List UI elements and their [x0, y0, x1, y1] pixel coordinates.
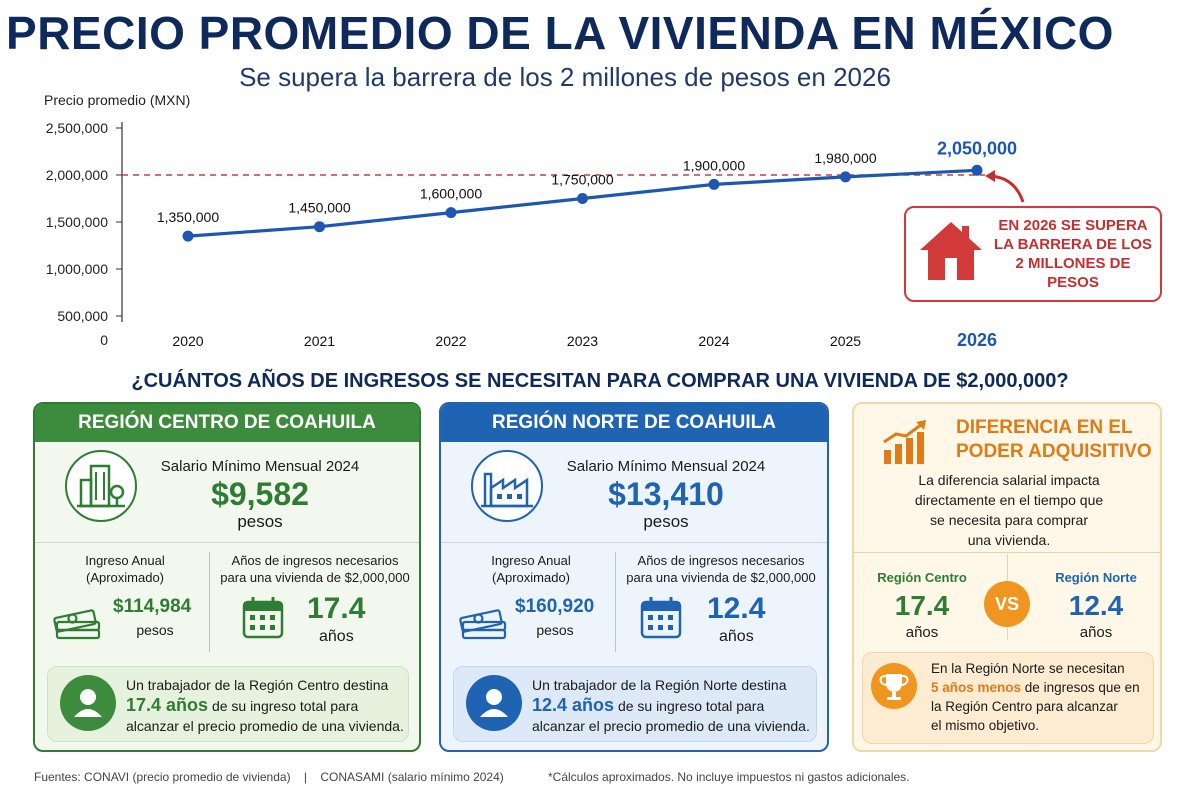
x-tick-label: 2021	[304, 333, 335, 349]
right-label: Región Norte	[1055, 570, 1137, 585]
section-question: ¿CUÁNTOS AÑOS DE INGRESOS SE NECESITAN P…	[131, 370, 1069, 392]
vertical-divider	[209, 552, 210, 652]
callout-arrow	[985, 170, 1025, 203]
calendar-icon	[242, 597, 284, 639]
footer-disclaimer: *Cálculos aproximados. No incluye impues…	[548, 770, 910, 784]
salary-value: $9,582	[211, 476, 309, 512]
left-label: Región Centro	[877, 570, 967, 585]
data-point	[971, 164, 983, 176]
x-tick-label: 2022	[435, 333, 466, 349]
right-value: 12.4	[1068, 590, 1124, 621]
x-tick-label: 2023	[567, 333, 598, 349]
salary-label: Salario Mínimo Mensual 2024	[160, 458, 360, 475]
salary-value: $13,410	[608, 476, 724, 512]
data-point	[577, 193, 588, 204]
annual-value: $160,920	[515, 596, 595, 617]
money-stack-icon	[459, 609, 507, 640]
years-unit: años	[719, 628, 754, 645]
money-stack-icon	[53, 609, 101, 640]
vertical-divider	[615, 552, 616, 652]
divider	[441, 542, 827, 543]
data-label: 2,050,000	[937, 138, 1017, 158]
region-norte-card: REGIÓN NORTE DE COAHUILA Salario Mínimo …	[439, 402, 829, 752]
difference-title: DIFERENCIA EN EL PODER ADQUISITIVO	[956, 417, 1152, 462]
data-label: 1,750,000	[551, 172, 613, 188]
divider	[35, 542, 419, 543]
data-point	[840, 171, 851, 183]
data-point	[445, 207, 457, 219]
user-icon	[60, 675, 116, 731]
years-value: 12.4	[707, 592, 766, 625]
difference-card: DIFERENCIA EN EL PODER ADQUISITIVO La dif…	[852, 402, 1162, 752]
salary-unit: pesos	[643, 512, 689, 531]
annual-unit: pesos	[536, 622, 574, 638]
data-label: 1,900,000	[683, 157, 745, 173]
growth-chart-icon	[883, 420, 926, 464]
note-text: En la Región Norte se necesitan 5 años m…	[931, 661, 1140, 733]
y-tick-label: 1,000,000	[46, 261, 108, 277]
trophy-icon	[871, 663, 917, 709]
data-label: 1,600,000	[420, 186, 482, 202]
annual-label: Ingreso Anual (Aproximado)	[491, 553, 571, 585]
right-unit: años	[1079, 624, 1113, 641]
page-title: PRECIO PROMEDIO DE LA VIVIENDA EN MÉXICO	[6, 7, 1114, 59]
difference-text: La diferencia salarial impacta directamen…	[914, 472, 1104, 548]
x-tick-label: 2025	[830, 333, 861, 349]
price-line-chart: Precio promedio (MXN) 2,500,000 2,000,000 1…	[44, 92, 1017, 350]
region-centro-note: Un trabajador de la Región Centro destin…	[47, 666, 409, 742]
note-text: Un trabajador de la Región Centro destin…	[126, 677, 404, 734]
y-axis-title: Precio promedio (MXN)	[44, 92, 190, 108]
y-tick-label: 2,000,000	[46, 167, 108, 183]
years-value: 17.4	[307, 592, 366, 625]
difference-note: En la Región Norte se necesitan 5 años m…	[862, 652, 1154, 744]
data-point	[314, 221, 325, 233]
y-tick-label: 0	[100, 332, 108, 348]
region-centro-title: REGIÓN CENTRO DE COAHUILA	[35, 404, 419, 442]
x-tick-label: 2024	[698, 333, 729, 349]
callout-box: EN 2026 SE SUPERA LA BARRERA DE LOS 2 MI…	[904, 206, 1162, 302]
left-value: 17.4	[894, 590, 950, 621]
note-text: Un trabajador de la Región Norte destina…	[532, 677, 810, 734]
region-norte-title: REGIÓN NORTE DE COAHUILA	[441, 404, 827, 442]
salary-unit: pesos	[237, 512, 283, 531]
page-subtitle: Se supera la barrera de los 2 millones d…	[239, 62, 891, 92]
calendar-icon	[640, 597, 682, 639]
region-norte-note: Un trabajador de la Región Norte destina…	[453, 666, 817, 742]
annual-label: Ingreso Anual (Aproximado)	[85, 553, 165, 585]
data-point	[708, 178, 720, 190]
user-icon	[466, 675, 522, 731]
data-label: 1,350,000	[157, 209, 219, 225]
years-label: Años de ingresos necesarios para una vivi…	[626, 553, 816, 585]
left-unit: años	[905, 624, 939, 641]
y-tick-label: 2,500,000	[46, 120, 108, 136]
region-centro-card: REGIÓN CENTRO DE COAHUILA Salario Mínimo…	[33, 402, 421, 752]
salary-label: Salario Mínimo Mensual 2024	[566, 458, 766, 475]
x-tick-label: 2020	[172, 333, 203, 349]
x-tick-label: 2026	[957, 330, 997, 350]
data-label: 1,450,000	[288, 200, 350, 216]
callout-text: EN 2026 SE SUPERA LA BARRERA DE LOS 2 MI…	[993, 217, 1153, 291]
divider	[854, 552, 1160, 553]
vs-badge: VS	[984, 581, 1030, 627]
factory-icon	[471, 450, 543, 522]
y-tick-label: 1,500,000	[46, 214, 108, 230]
annual-unit: pesos	[136, 622, 174, 638]
years-label: Años de ingresos necesarios para una vivi…	[220, 553, 410, 585]
years-unit: años	[319, 628, 354, 645]
data-point	[182, 230, 194, 242]
footer-sources: Fuentes: CONAVI (precio promedio de vivi…	[34, 770, 504, 784]
house-icon	[920, 222, 982, 280]
annual-value: $114,984	[113, 596, 192, 617]
city-buildings-icon	[65, 450, 137, 522]
data-label: 1,980,000	[814, 150, 876, 166]
y-tick-label: 500,000	[57, 308, 108, 324]
